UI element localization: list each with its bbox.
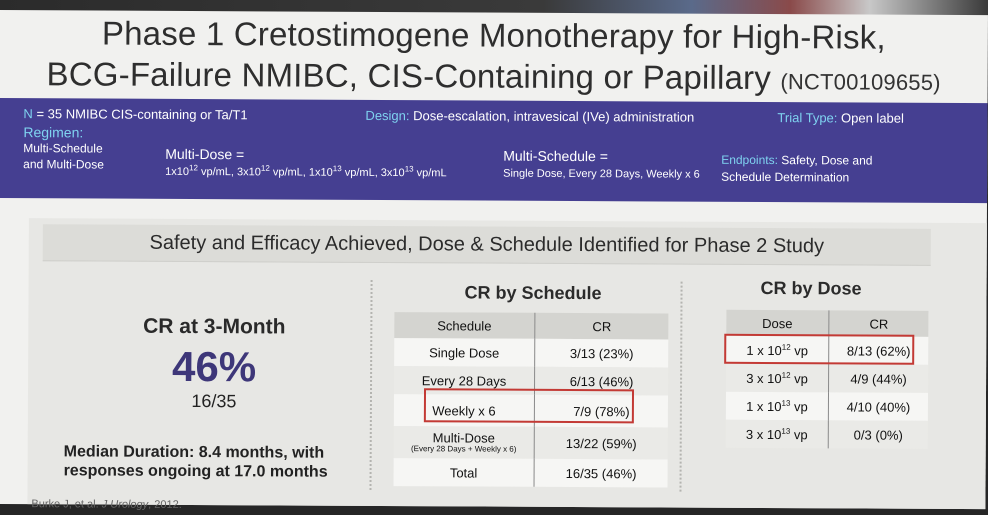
regimen-line-1: Multi-Schedule xyxy=(23,141,103,156)
regimen-info: Regimen: Multi-Schedule and Multi-Dose xyxy=(23,124,104,172)
dose-unit: vp xyxy=(790,426,808,442)
multi-dose-info: Multi-Dose = 1x1012 vp/mL, 3x1012 vp/mL,… xyxy=(165,145,447,182)
schedule-label: Total xyxy=(393,458,535,487)
dose-4-base: vp/mL, 3x10 xyxy=(341,166,405,180)
n-label: N xyxy=(23,106,33,122)
dose-3-exp: 13 xyxy=(332,164,342,174)
schedule-cr: 3/13 (23%) xyxy=(534,338,669,368)
slide: Phase 1 Cretostimogene Monotherapy for H… xyxy=(0,10,988,511)
schedule-row: Single Dose 3/13 (23%) xyxy=(394,338,669,368)
dose-1-exp: 12 xyxy=(189,163,198,173)
schedule-cr: 16/35 (46%) xyxy=(534,458,668,488)
schedule-row: Total 16/35 (46%) xyxy=(393,458,668,488)
dose-base: 3 x 10 xyxy=(746,370,782,386)
dose-header-dose: Dose xyxy=(726,309,829,337)
dose-base: 3 x 10 xyxy=(745,426,782,442)
trial-type-info: Trial Type: Open label xyxy=(777,110,904,126)
schedule-label: Multi-Dose xyxy=(432,430,495,446)
dose-cr: 4/9 (44%) xyxy=(828,364,929,393)
dose-row: 3 x 1012 vp 4/9 (44%) xyxy=(726,363,929,393)
dose-table: Dose CR 1 x 1012 vp 8/13 (62%) 3 x 1012 … xyxy=(725,309,929,449)
dose-value: 1 x 1013 vp xyxy=(725,391,829,421)
multi-schedule-info: Multi-Schedule = Single Dose, Every 28 D… xyxy=(503,147,700,184)
slide-title: Phase 1 Cretostimogene Monotherapy for H… xyxy=(0,12,988,103)
study-design-banner: N = 35 NMIBC CIS-containing or Ta/T1 Des… xyxy=(0,97,988,204)
cr-3-month-block: CR at 3-Month 46% 16/35 xyxy=(64,314,365,413)
endpoints-line-2: Schedule Determination xyxy=(721,169,850,185)
citation-year: , 2012. xyxy=(148,498,182,511)
endpoints-info: Endpoints: Safety, Dose and Schedule Det… xyxy=(721,152,872,187)
design-info: Design: Dose-escalation, intravesical (I… xyxy=(365,108,694,125)
schedule-header-schedule: Schedule xyxy=(394,312,535,339)
median-duration: Median Duration: 8.4 months, with respon… xyxy=(64,442,374,482)
dose-unit: vp xyxy=(790,398,808,414)
title-line-1: Phase 1 Cretostimogene Monotherapy for H… xyxy=(101,14,886,56)
schedule-highlight-box xyxy=(423,388,635,424)
dose-cr: 0/3 (0%) xyxy=(828,420,928,449)
schedule-row: Multi-Dose (Every 28 Days + Weekly x 6) … xyxy=(393,426,668,460)
multi-dose-values: 1x1012 vp/mL, 3x1012 vp/mL, 1x1013 vp/mL… xyxy=(165,163,447,182)
dose-base: 1 x 10 xyxy=(746,398,782,414)
cr-3-month-label: CR at 3-Month xyxy=(143,314,286,339)
n-value: = 35 NMIBC CIS-containing or Ta/T1 xyxy=(36,106,248,123)
dose-value: 3 x 1012 vp xyxy=(726,363,829,393)
trial-type-value: Open label xyxy=(841,110,904,126)
schedule-table-title: CR by Schedule xyxy=(464,282,602,304)
schedule-label-multi: Multi-Dose (Every 28 Days + Weekly x 6) xyxy=(393,426,535,459)
multi-schedule-value: Single Dose, Every 28 Days, Weekly x 6 xyxy=(503,167,700,181)
regimen-line-2: and Multi-Dose xyxy=(23,157,104,172)
dose-unit: vp xyxy=(790,370,808,386)
schedule-cr: 13/22 (59%) xyxy=(534,426,668,460)
regimen-label: Regimen: xyxy=(23,124,84,141)
citation: Burke J, et al. J Urology, 2012. xyxy=(31,498,181,511)
title-line-2: BCG-Failure NMIBC, CIS-Containing or Pap… xyxy=(0,53,988,103)
dose-highlight-box xyxy=(724,333,915,365)
results-section: Safety and Efficacy Achieved, Dose & Sch… xyxy=(27,218,987,511)
dose-units: vp/mL xyxy=(413,167,447,180)
multi-dose-label: Multi-Dose = xyxy=(165,145,245,163)
schedule-header-cr: CR xyxy=(534,312,669,340)
dose-table-header: Dose CR xyxy=(726,309,929,337)
trial-type-label: Trial Type: xyxy=(777,110,838,126)
endpoints-line-1: Safety, Dose and xyxy=(781,153,873,168)
multi-schedule-label: Multi-Schedule = xyxy=(503,147,608,165)
dose-row: 3 x 1013 vp 0/3 (0%) xyxy=(725,419,928,449)
cr-3-month-fraction: 16/35 xyxy=(191,391,237,412)
design-value: Dose-escalation, intravesical (IVe) admi… xyxy=(413,108,695,125)
results-heading: Safety and Efficacy Achieved, Dose & Sch… xyxy=(42,224,931,266)
design-label: Design: xyxy=(365,107,410,124)
citation-journal: J Urology xyxy=(101,498,149,511)
cr-3-month-percent: 46% xyxy=(171,342,257,391)
n-enrolled: N = 35 NMIBC CIS-containing or Ta/T1 xyxy=(23,106,247,122)
endpoints-label: Endpoints: xyxy=(721,152,778,168)
title-line-2-text: BCG-Failure NMIBC, CIS-Containing or Pap… xyxy=(46,55,772,97)
schedule-label: Single Dose xyxy=(394,338,535,367)
schedule-sublabel: (Every 28 Days + Weekly x 6) xyxy=(410,444,517,454)
dose-header-cr: CR xyxy=(828,310,929,337)
dose-1-base: 1x10 xyxy=(165,165,190,178)
median-line-1: Median Duration: 8.4 months, with xyxy=(63,443,325,462)
trial-id: (NCT00109655) xyxy=(780,69,941,95)
dose-row: 1 x 1013 vp 4/10 (40%) xyxy=(725,391,929,421)
schedule-table-header: Schedule CR xyxy=(394,312,669,340)
dose-3-base: vp/mL, 1x10 xyxy=(269,166,333,179)
dose-table-title: CR by Dose xyxy=(760,277,862,299)
citation-author: Burke J, et al. xyxy=(31,498,102,511)
median-line-2: responses ongoing at 17.0 months xyxy=(63,462,328,481)
dose-2-exp: 12 xyxy=(260,163,270,173)
divider-right xyxy=(679,281,683,492)
dose-2-base: vp/mL, 3x10 xyxy=(197,166,261,179)
dose-value: 3 x 1013 vp xyxy=(725,419,829,449)
dose-cr: 4/10 (40%) xyxy=(828,392,929,421)
